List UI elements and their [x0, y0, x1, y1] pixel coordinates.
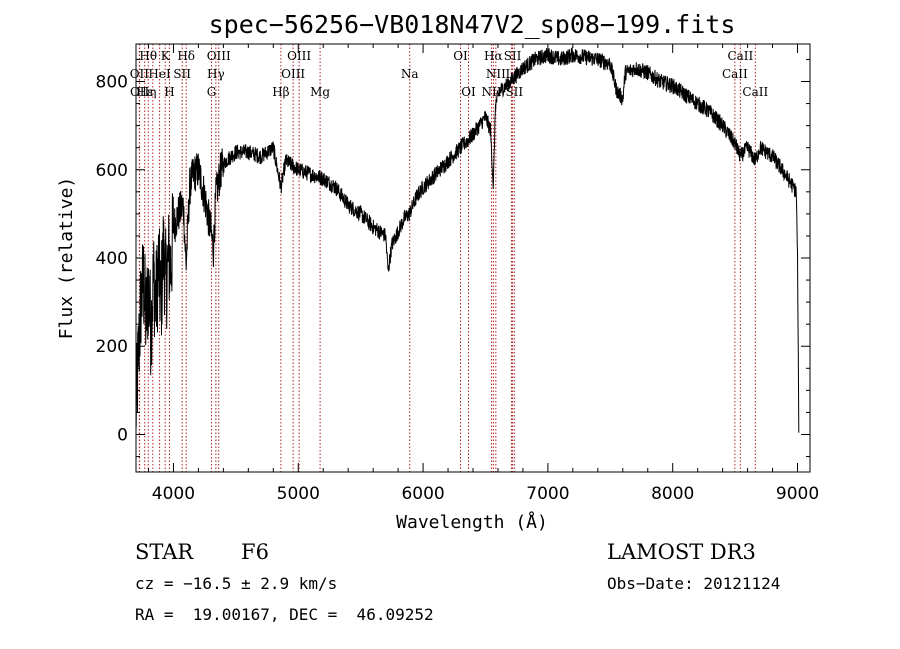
line-label: G — [207, 85, 217, 99]
line-label: Na — [401, 67, 419, 81]
x-tick-label: 6000 — [401, 484, 444, 504]
x-tick-label: 9000 — [776, 484, 819, 504]
coordinates: RA = 19.00167, DEC = 46.09252 — [135, 605, 434, 624]
line-label: NII — [486, 67, 506, 81]
line-label: H — [164, 85, 174, 99]
line-label: η — [149, 85, 156, 99]
line-label: CaII — [727, 49, 753, 63]
subclass: F6 — [241, 540, 269, 564]
redshift-cz: cz = −16.5 ± 2.9 km/s — [135, 574, 338, 593]
observation-date: Obs−Date: 20121124 — [607, 574, 781, 593]
line-label: Hβ — [272, 85, 289, 99]
line-label: OII — [130, 85, 150, 99]
line-label: NII — [481, 85, 501, 99]
y-tick-label: 400 — [96, 249, 128, 269]
line-label: SII — [173, 67, 191, 81]
line-label: Hγ — [207, 67, 225, 81]
y-tick-label: 200 — [96, 337, 128, 357]
chart-title: spec−56256−VB018N47V2_sp08−199.fits — [209, 10, 736, 39]
y-axis-label: Flux (relative) — [56, 177, 77, 340]
line-label: OIII — [287, 49, 311, 63]
line-markers — [138, 44, 756, 472]
line-label: HeI — [148, 67, 171, 81]
survey-name: LAMOST DR3 — [607, 540, 756, 564]
line-label: OI — [461, 85, 476, 99]
axis-ticks: 4000 5000 6000 7000 8000 9000 0 200 400 600 800 — [96, 44, 819, 504]
object-type: STAR — [135, 540, 194, 564]
spectrum-line — [135, 47, 800, 433]
x-tick-label: 8000 — [651, 484, 694, 504]
line-label: OIII — [281, 67, 305, 81]
x-axis-label: Wavelength (Å) — [396, 511, 548, 533]
line-label: OIII — [207, 49, 231, 63]
line-label: SII — [505, 85, 523, 99]
x-tick-label: 4000 — [152, 484, 195, 504]
line-label: Hδ — [177, 49, 195, 63]
line-label: Hθ — [139, 49, 157, 63]
line-label: K — [161, 49, 171, 63]
x-tick-label: 7000 — [526, 484, 569, 504]
line-label: OII — [130, 67, 150, 81]
line-label: SII — [504, 49, 522, 63]
line-label: Hε — [136, 85, 153, 99]
line-label: CaII — [722, 67, 748, 81]
line-label: Mg — [310, 85, 330, 99]
y-tick-label: 600 — [96, 161, 128, 181]
y-tick-label: 800 — [96, 73, 128, 93]
y-tick-label: 0 — [117, 425, 128, 445]
line-label: OI — [453, 49, 468, 63]
x-tick-label: 5000 — [277, 484, 320, 504]
spectrum-series — [135, 47, 800, 433]
line-label: Hα — [484, 49, 503, 63]
line-label: CaII — [742, 85, 768, 99]
